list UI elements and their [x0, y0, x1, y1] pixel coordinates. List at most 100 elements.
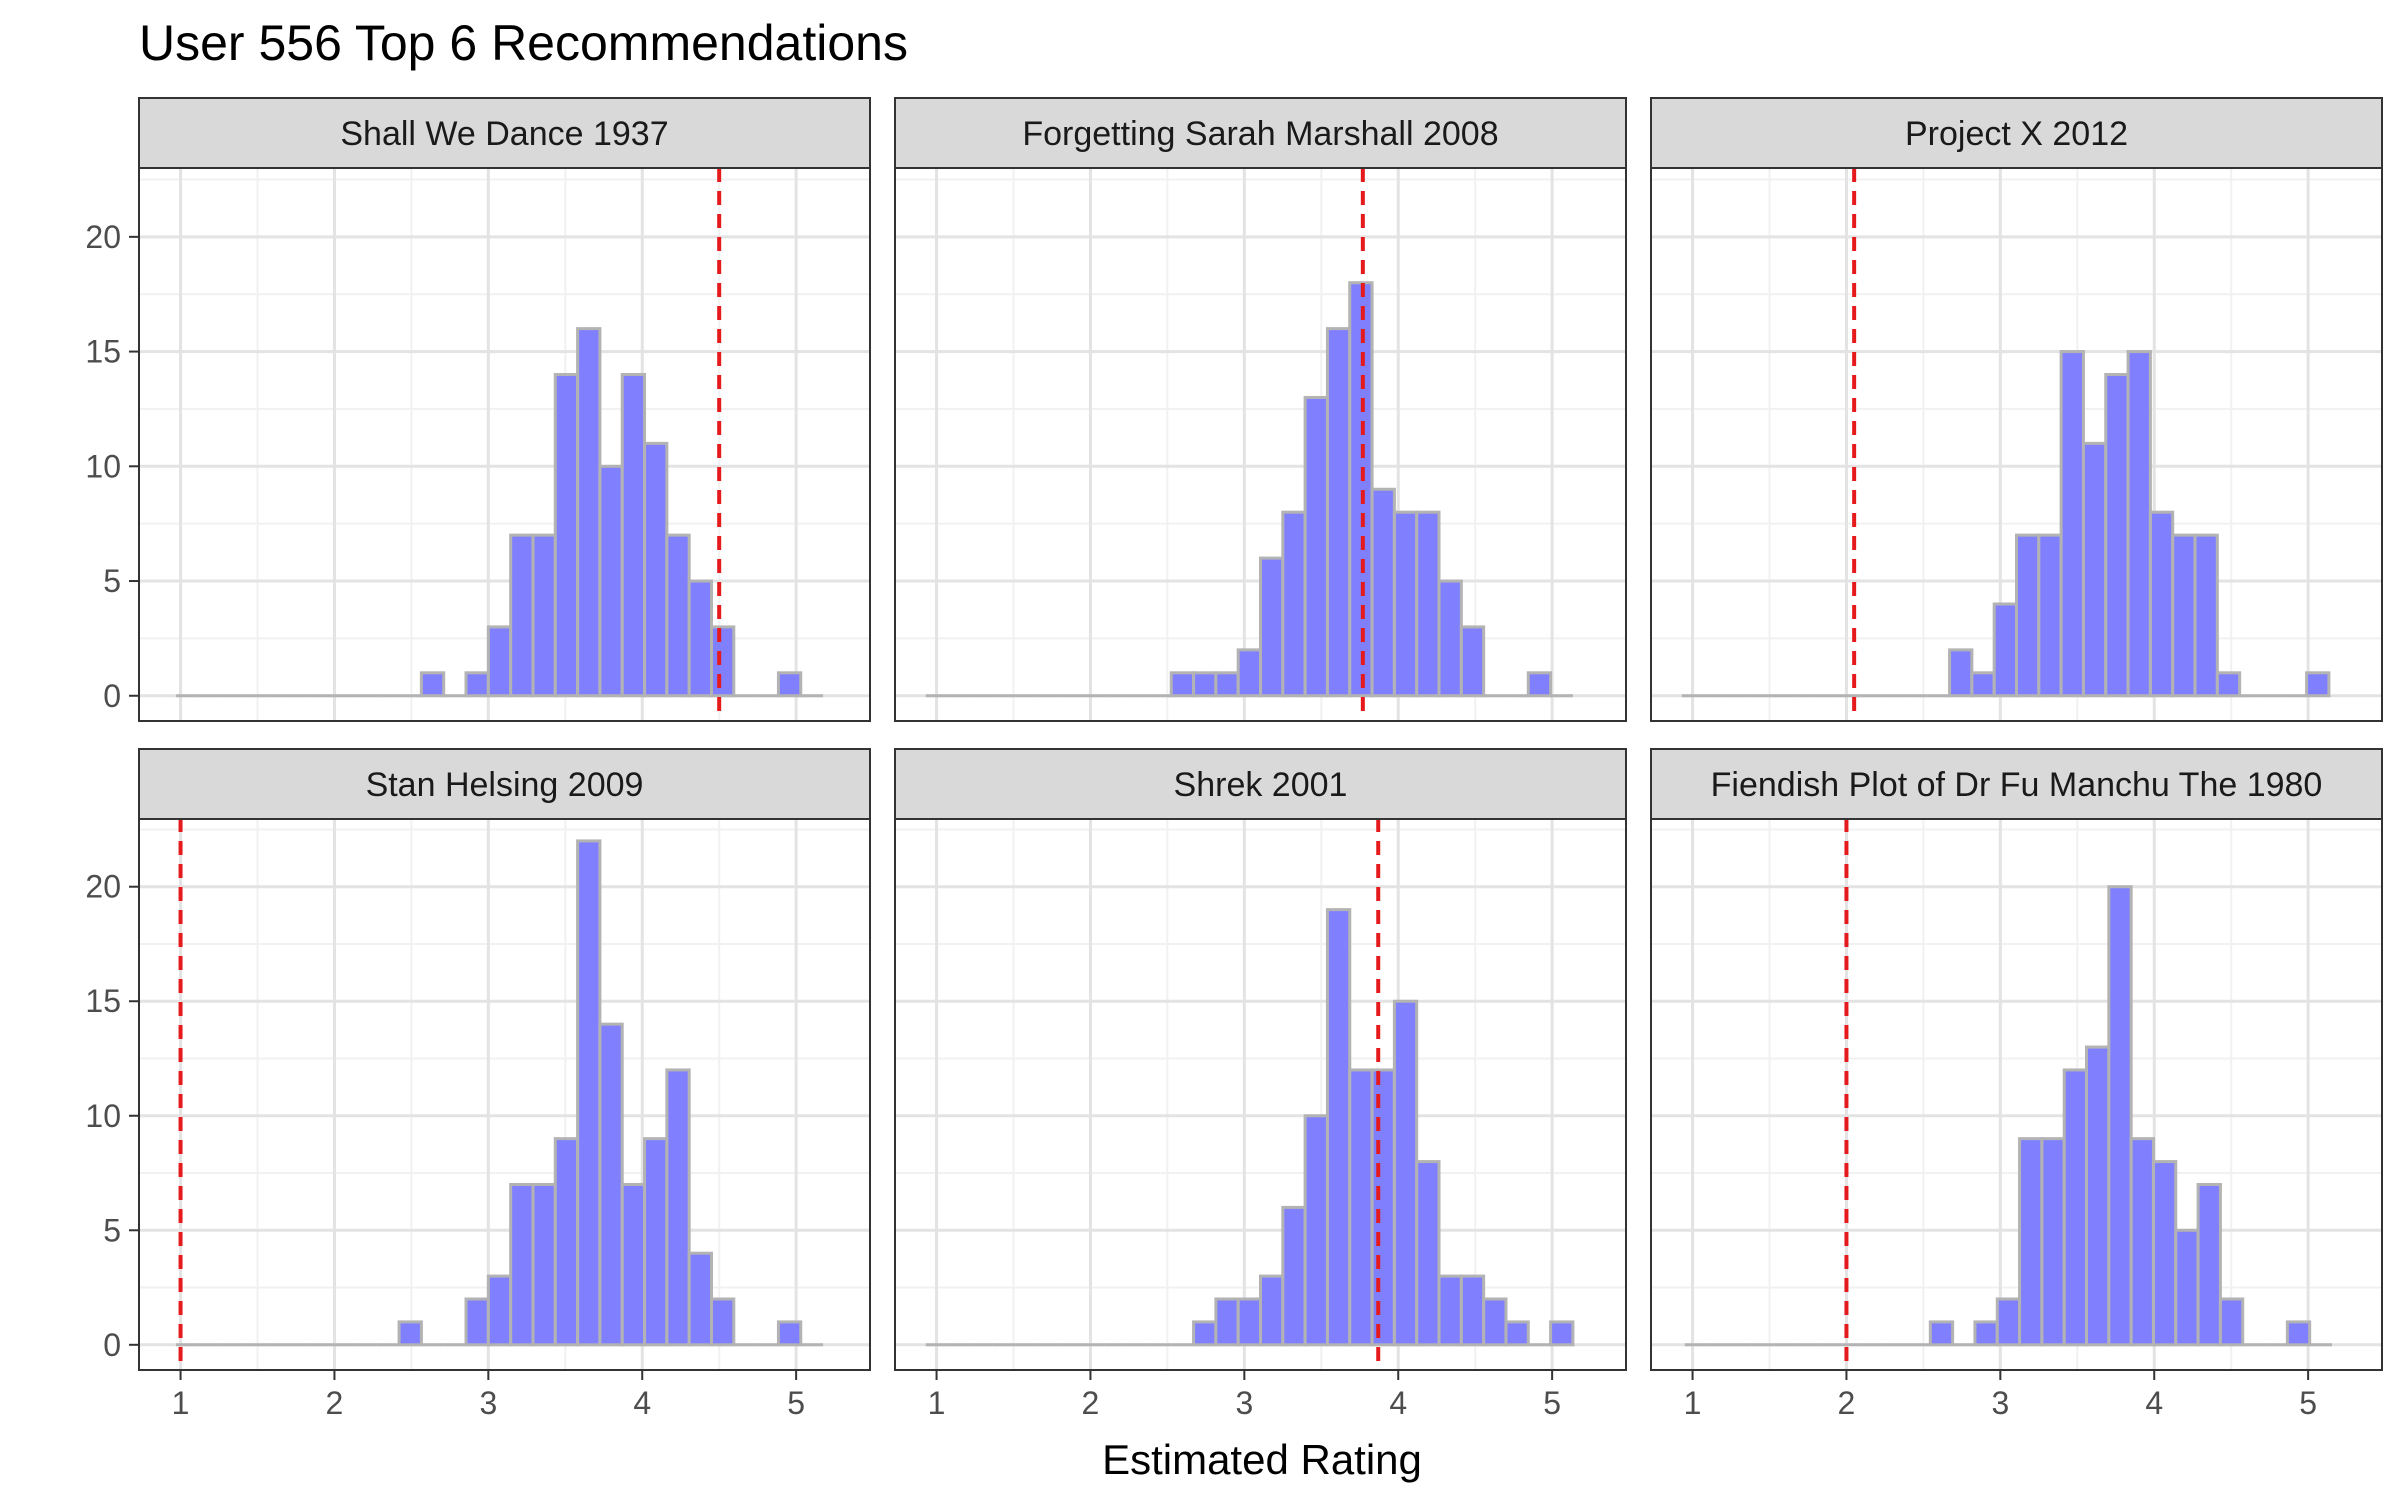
histogram-bar	[2305, 671, 2331, 698]
histogram-bar	[2126, 350, 2152, 698]
histogram-bar	[464, 671, 490, 698]
facet-panel: Stan Helsing 2009 0 5 10 15 20 1 2 3 4 5	[85, 748, 871, 1421]
histogram-bar	[2081, 441, 2108, 698]
x-axis-title: Estimated Rating	[1102, 1436, 1422, 1483]
y-tick-label: 15	[85, 334, 121, 370]
y-tick-label: 10	[85, 1098, 121, 1134]
histogram-bar	[1236, 1297, 1263, 1347]
histogram-bar	[620, 1182, 647, 1347]
histogram-bar	[665, 1068, 691, 1347]
x-tick-label: 2	[1838, 1385, 1856, 1421]
x-tick-label: 1	[1684, 1385, 1702, 1421]
histogram-bar	[1348, 1068, 1374, 1347]
facet-strip	[894, 748, 1627, 820]
histogram-bar	[1303, 1114, 1329, 1347]
histogram-bar	[2129, 1137, 2155, 1347]
x-tick-label: 4	[633, 1385, 651, 1421]
histogram-bar	[2215, 671, 2242, 698]
facet-strip	[138, 97, 871, 169]
x-tick-label: 3	[1991, 1385, 2009, 1421]
histogram-bar	[576, 839, 602, 1347]
histogram-bar	[665, 533, 691, 698]
histogram-bar	[1214, 671, 1240, 698]
histogram-bar	[1169, 671, 1196, 698]
facet-strip	[1650, 748, 2383, 820]
histogram-bar	[1236, 648, 1263, 698]
histogram-bar	[598, 1022, 624, 1347]
histogram-bar	[2148, 510, 2175, 698]
histogram-bar	[620, 373, 647, 698]
histogram-bar	[598, 464, 624, 698]
histogram-bar	[1392, 510, 1419, 698]
x-tick-label: 5	[787, 1385, 805, 1421]
histogram-bar	[1459, 1274, 1486, 1347]
y-tick-label: 15	[85, 983, 121, 1019]
histogram-bar	[2218, 1297, 2245, 1347]
y-tick-label: 0	[103, 678, 121, 714]
histogram-bar	[776, 671, 803, 698]
histogram-bar	[531, 533, 557, 698]
histogram-bar	[486, 1274, 513, 1347]
facet-panel: Forgetting Sarah Marshall 2008	[894, 97, 1627, 722]
histogram-bar	[1549, 1320, 1575, 1347]
histogram-bar	[1970, 671, 1996, 698]
histogram-bar	[1192, 1320, 1218, 1347]
y-tick-label: 20	[85, 219, 121, 255]
histogram-bar	[2040, 1137, 2066, 1347]
histogram-bar	[1437, 579, 1463, 698]
histogram-bar	[2174, 1228, 2200, 1347]
histogram-bar	[776, 1320, 803, 1347]
histogram-bar	[1948, 648, 1974, 698]
facet-strip-label: Shall We Dance 1937	[340, 115, 668, 153]
histogram-bar	[2015, 533, 2041, 698]
histogram-bar	[1415, 1160, 1441, 1347]
histogram-bar	[553, 373, 580, 698]
facet-strip-label: Stan Helsing 2009	[366, 766, 644, 804]
y-tick-label: 5	[103, 563, 121, 599]
histogram-bar	[1281, 1205, 1307, 1347]
histogram-bar	[2107, 885, 2133, 1347]
x-tick-label: 1	[172, 1385, 190, 1421]
histogram-bar	[509, 1182, 535, 1347]
histogram-bar	[1504, 1320, 1530, 1347]
histogram-bar	[1214, 1297, 1240, 1347]
facet-strip-label: Shrek 2001	[1174, 766, 1348, 804]
histogram-bar	[1259, 1274, 1285, 1347]
histogram-bar	[1392, 999, 1419, 1347]
histogram-bar	[1370, 1068, 1396, 1347]
histogram-bar	[486, 625, 513, 698]
histogram-bar	[464, 1297, 490, 1347]
x-tick-label: 2	[1082, 1385, 1100, 1421]
x-tick-label: 3	[1235, 1385, 1253, 1421]
facet-strip	[1650, 97, 2383, 169]
histogram-bar	[1992, 602, 2019, 698]
histogram-bar	[1482, 1297, 1508, 1347]
histogram-bar	[1192, 671, 1218, 698]
y-tick-label: 0	[103, 1327, 121, 1363]
chart-title: User 556 Top 6 Recommendations	[139, 15, 908, 71]
histogram-bar	[1325, 908, 1352, 1347]
panel-background	[1651, 818, 2382, 1370]
x-tick-label: 4	[1389, 1385, 1407, 1421]
y-tick-label: 10	[85, 448, 121, 484]
histogram-bar	[2018, 1137, 2044, 1347]
x-tick-label: 2	[326, 1385, 344, 1421]
x-tick-label: 1	[928, 1385, 946, 1421]
facet-panel: Shall We Dance 1937 0 5 10 15 20	[85, 97, 871, 722]
histogram-bar	[1437, 1274, 1463, 1347]
histogram-bar	[709, 625, 736, 698]
facet-strip	[138, 748, 871, 820]
histogram-bar	[2196, 1182, 2222, 1347]
histogram-bar	[1526, 671, 1553, 698]
facet-panel: Project X 2012	[1650, 97, 2383, 722]
histogram-bar	[1995, 1297, 2022, 1347]
facet-strip-label: Forgetting Sarah Marshall 2008	[1022, 115, 1498, 153]
x-tick-label: 5	[2299, 1385, 2317, 1421]
histogram-bar	[687, 579, 713, 698]
histogram-bar	[1415, 510, 1441, 698]
histogram-bar	[2193, 533, 2219, 698]
histogram-bar	[2037, 533, 2063, 698]
histogram-bar	[553, 1137, 580, 1347]
